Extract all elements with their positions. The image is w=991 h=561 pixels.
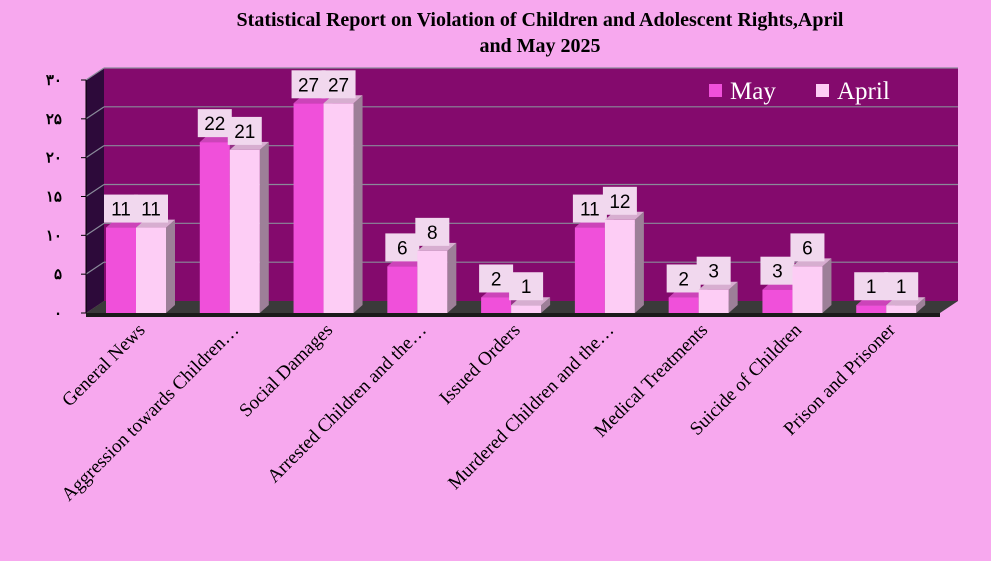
bar-may — [762, 289, 793, 313]
data-label: 21 — [234, 122, 255, 143]
data-label: 6 — [802, 238, 813, 259]
bar-april — [698, 289, 729, 313]
bar-may — [199, 142, 230, 313]
bar-may — [481, 297, 512, 313]
data-label: 1 — [896, 277, 907, 298]
bar-may — [106, 227, 136, 313]
bar-side — [166, 219, 175, 313]
bar-april — [792, 266, 823, 313]
bar-april — [604, 219, 635, 313]
data-label: 11 — [111, 200, 131, 221]
gridline-diag — [85, 106, 105, 120]
legend-swatch — [709, 84, 722, 97]
category-label: Arrested Children and the… — [263, 320, 430, 487]
category-label: General News — [58, 320, 149, 411]
bar-april — [136, 227, 166, 313]
bar-may — [856, 305, 887, 313]
data-label-box — [572, 194, 607, 223]
legend-label: May — [730, 78, 776, 105]
data-label-box — [227, 116, 262, 145]
bar-side — [447, 242, 457, 313]
data-label-box — [884, 272, 919, 301]
data-label: 6 — [397, 238, 408, 259]
category-label: Aggression towards Children… — [58, 320, 244, 506]
y-tick-label: ۳۰ — [46, 71, 62, 89]
legend-label: April — [837, 78, 890, 105]
y-tick-label: ۲۵ — [46, 110, 62, 128]
bar-side — [259, 141, 269, 313]
bar-may — [387, 266, 418, 313]
data-label-box — [291, 70, 326, 99]
data-label: 27 — [298, 75, 319, 96]
data-label-box — [134, 194, 168, 223]
gridline-diag — [85, 222, 105, 236]
chart-title-line: and May 2025 — [479, 35, 600, 57]
data-label-box — [321, 70, 356, 99]
data-label: 22 — [204, 114, 225, 135]
data-label-box — [385, 233, 420, 262]
data-label-box — [197, 109, 232, 138]
bar-april — [229, 149, 260, 313]
bar-may — [574, 227, 605, 313]
bar-may — [668, 297, 699, 313]
chart-title-line: Statistical Report on Violation of Child… — [237, 9, 844, 31]
data-label-box — [790, 233, 825, 262]
bar-may — [293, 103, 324, 313]
y-tick-label: ۲۰ — [46, 149, 62, 167]
gridline-diag — [85, 184, 105, 197]
data-label: 1 — [521, 277, 532, 298]
bar-side — [541, 297, 551, 313]
bar-april — [323, 103, 354, 313]
data-label: 3 — [708, 262, 719, 283]
gridline-diag — [85, 145, 105, 159]
data-label-box — [479, 264, 514, 293]
data-label: 11 — [141, 200, 161, 221]
gridline-diag — [85, 67, 105, 81]
bar-side — [353, 95, 363, 313]
data-label-box — [854, 272, 889, 301]
data-label-box — [415, 217, 450, 246]
plot-floor-edge — [86, 313, 940, 317]
data-label-box — [509, 272, 544, 301]
bar-april — [511, 305, 542, 313]
y-tick-label: ۱۰ — [46, 226, 62, 244]
data-label: 12 — [609, 192, 630, 213]
data-label: 2 — [491, 269, 502, 290]
legend-swatch — [816, 84, 829, 97]
data-label: 8 — [427, 223, 438, 244]
category-label: Murdered Children and the… — [444, 320, 618, 494]
bar-april — [417, 250, 448, 313]
data-label-box — [602, 186, 637, 215]
bar-side — [634, 211, 644, 313]
y-tick-label: ۱۵ — [46, 188, 62, 206]
data-label-box — [666, 264, 701, 293]
bar-side — [822, 258, 832, 313]
bar-april — [886, 305, 917, 313]
data-label: 27 — [328, 75, 349, 96]
gridline-diag — [85, 261, 105, 275]
data-label: 3 — [772, 262, 783, 283]
y-tick-label: ۵ — [54, 265, 62, 283]
data-label-box — [760, 256, 795, 285]
data-label-box — [104, 194, 138, 223]
data-label: 11 — [580, 200, 600, 221]
bar-side — [728, 281, 738, 313]
category-label: Social Damages — [235, 320, 337, 422]
chart-title: Statistical Report on Violation of Child… — [237, 9, 844, 57]
data-label: 1 — [866, 277, 877, 298]
data-label: 2 — [678, 269, 689, 290]
y-tick-label: ۰ — [54, 304, 62, 322]
category-label: Issued Orders — [436, 320, 525, 409]
bar-side — [916, 297, 926, 313]
data-label-box — [696, 256, 731, 285]
